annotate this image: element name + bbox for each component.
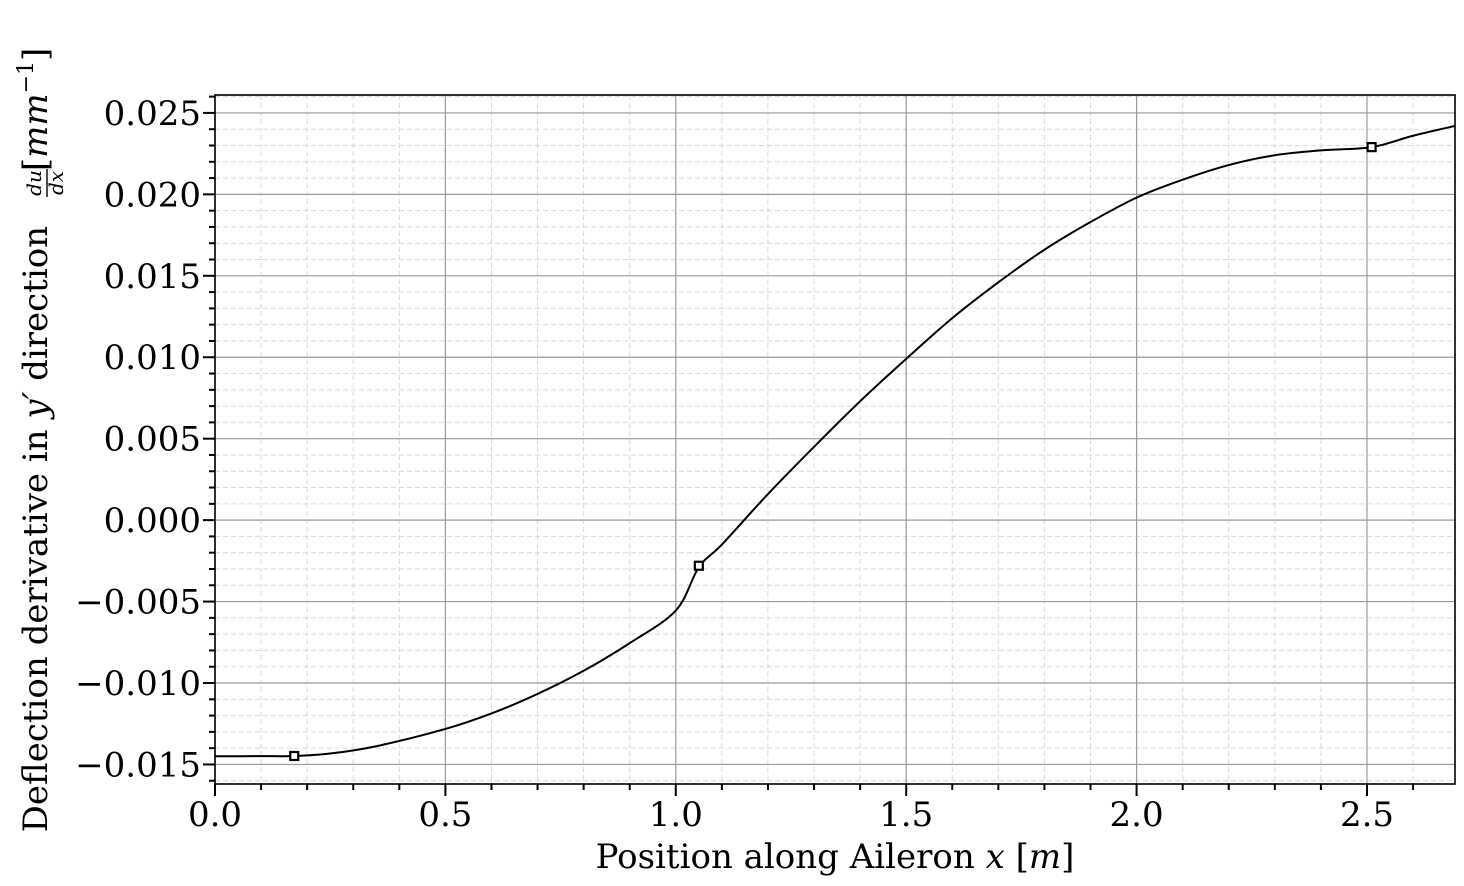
markers-layer bbox=[289, 142, 1377, 762]
x-axis-label-var: x bbox=[986, 837, 1005, 877]
y-axis-label-unit-open: [ bbox=[16, 158, 56, 171]
y-tick-label: 0.010 bbox=[104, 338, 201, 378]
y-axis-label-var: y′ bbox=[16, 391, 56, 420]
y-tick-label: 0.020 bbox=[104, 175, 201, 215]
plot-frame bbox=[214, 94, 1456, 785]
series-line bbox=[214, 124, 1456, 758]
x-tick-label: 1.0 bbox=[649, 795, 703, 835]
minor-grid bbox=[215, 95, 1455, 784]
x-tick-labels: 0.0 0.5 1.0 1.5 2.0 2.5 bbox=[188, 795, 1394, 835]
y-tick-label: −0.015 bbox=[75, 745, 201, 785]
x-axis-label-prefix: Position along Aileron bbox=[596, 837, 986, 877]
y-tick-label: 0.015 bbox=[104, 257, 201, 297]
x-axis-label-unit: m bbox=[1029, 837, 1061, 877]
y-axis-label-unit: mm bbox=[16, 93, 56, 157]
fraction-denominator: dx bbox=[44, 171, 68, 195]
y-tick-label: 0.005 bbox=[104, 420, 201, 460]
y-tick-label: −0.005 bbox=[75, 583, 201, 623]
series-layer bbox=[214, 124, 1456, 758]
x-axis-label-unit-open: [ bbox=[1005, 837, 1029, 877]
ticks-layer bbox=[203, 95, 1415, 796]
y-axis-label-prefix: Deflection derivative in bbox=[16, 419, 56, 833]
y-axis-label-unit-sup: −1 bbox=[14, 61, 39, 93]
y-tick-label: 0.025 bbox=[104, 94, 201, 134]
major-grid bbox=[214, 95, 1455, 784]
square-marker bbox=[1366, 142, 1377, 153]
y-axis-label: Deflection derivative in y′ direction [m… bbox=[14, 48, 56, 833]
y-tick-label: −0.010 bbox=[75, 664, 201, 704]
x-tick-label: 2.0 bbox=[1110, 795, 1164, 835]
fraction-numerator: du bbox=[22, 170, 46, 196]
y-tick-label: 0.000 bbox=[104, 501, 201, 541]
y-axis-label-group: Deflection derivative in y′ direction [m… bbox=[14, 48, 56, 833]
x-tick-label: 0.0 bbox=[188, 795, 242, 835]
x-tick-label: 0.5 bbox=[418, 795, 472, 835]
y-tick-labels: −0.015 −0.010 −0.005 0.000 0.005 0.010 0.015 0.… bbox=[75, 94, 201, 786]
y-axis-label-mid: direction bbox=[16, 215, 56, 392]
x-tick-label: 2.5 bbox=[1340, 795, 1394, 835]
square-marker bbox=[289, 750, 300, 762]
x-tick-label: 1.5 bbox=[879, 795, 933, 835]
x-axis-label-unit-close: ] bbox=[1061, 837, 1074, 877]
y-axis-label-unit-close: ] bbox=[16, 48, 56, 61]
x-axis-label: Position along Aileron x [m] bbox=[596, 837, 1075, 877]
square-marker bbox=[693, 560, 704, 571]
y-axis-label-fraction: du dx bbox=[22, 169, 68, 197]
